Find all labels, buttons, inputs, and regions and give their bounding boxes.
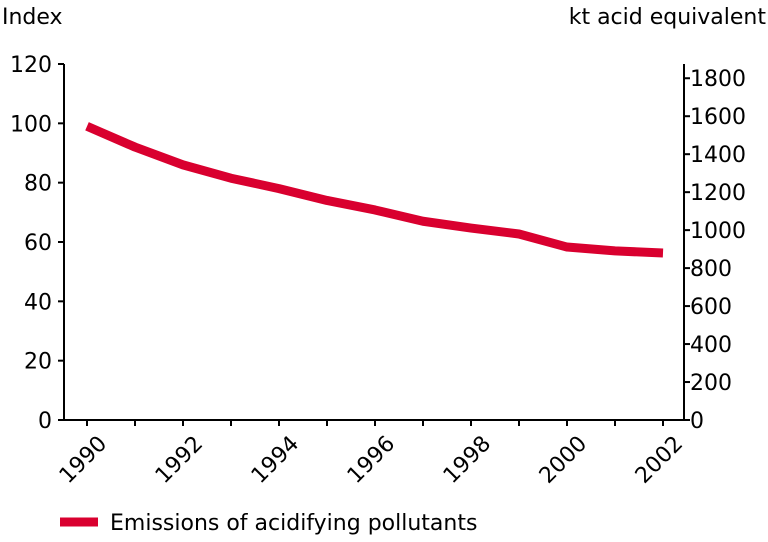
y-tick-label: 120: [10, 53, 52, 78]
x-tick-label: 1998: [439, 431, 496, 488]
x-tick-label: 1992: [151, 431, 208, 488]
legend-label: Emissions of acidifying pollutants: [110, 511, 477, 536]
y2-tick-label: 1000: [690, 219, 746, 244]
y2-tick-label: 1800: [690, 67, 746, 92]
y2-tick-label: 0: [690, 409, 704, 434]
y-tick-label: 40: [24, 290, 52, 315]
series-line: [85, 122, 664, 258]
y2-tick-label: 600: [690, 295, 732, 320]
y-tick-label: 20: [24, 350, 52, 375]
legend: Emissions of acidifying pollutants: [60, 511, 477, 536]
y2-tick-label: 1600: [690, 105, 746, 130]
x-tick-label: 1990: [55, 431, 112, 488]
y-tick-label: 60: [24, 231, 52, 256]
x-tick-label: 2000: [535, 431, 592, 488]
y2-tick-label: 1200: [690, 181, 746, 206]
y-tick-label: 100: [10, 112, 52, 137]
y-axis-label: Index: [2, 5, 63, 30]
y2-axis-label: kt acid equivalent: [569, 5, 767, 30]
x-tick-label: 1994: [247, 431, 304, 488]
y2-tick-label: 200: [690, 371, 732, 396]
x-tick-label: 2002: [631, 431, 688, 488]
x-tick-label: 1996: [343, 431, 400, 488]
y-tick-label: 0: [38, 409, 52, 434]
y-tick-label: 80: [24, 172, 52, 197]
y2-tick-label: 800: [690, 257, 732, 282]
y2-tick-label: 400: [690, 333, 732, 358]
y2-tick-label: 1400: [690, 143, 746, 168]
